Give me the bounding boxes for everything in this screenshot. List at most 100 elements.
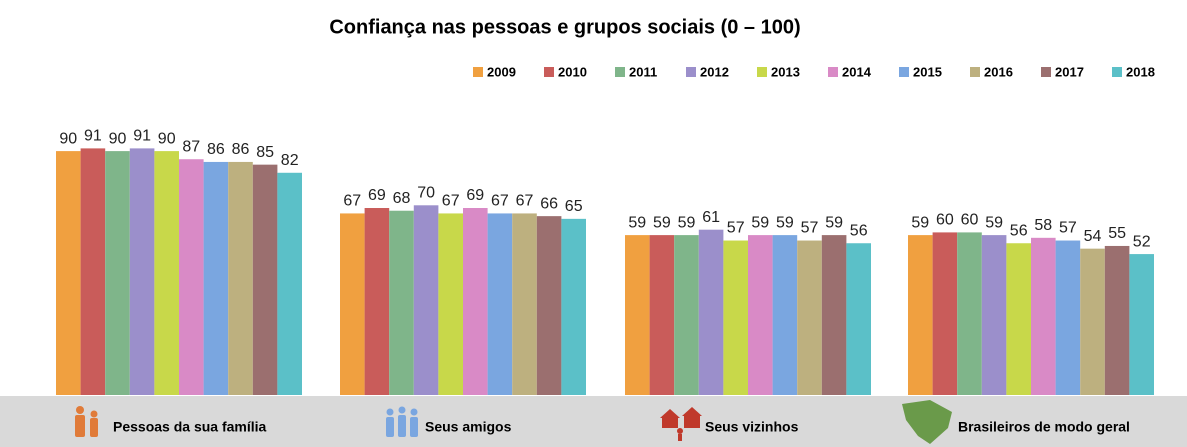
bar	[487, 213, 513, 395]
data-label: 56	[850, 222, 868, 239]
data-label: 87	[182, 138, 200, 155]
bar	[698, 229, 724, 395]
legend-label: 2013	[771, 64, 800, 79]
bar	[228, 161, 253, 395]
legend-label: 2014	[842, 64, 872, 79]
data-label: 91	[84, 128, 102, 145]
data-label: 59	[653, 214, 671, 231]
chart-title: Confiança nas pessoas e grupos sociais (…	[329, 16, 800, 38]
legend-swatch	[686, 67, 696, 77]
data-label: 90	[109, 130, 127, 147]
icon-family	[75, 406, 98, 437]
data-label: 55	[1108, 225, 1126, 242]
bar	[625, 235, 650, 395]
data-label: 59	[776, 214, 794, 231]
legend-swatch	[828, 67, 838, 77]
data-label: 85	[256, 144, 274, 161]
bar	[1104, 245, 1130, 395]
data-label: 67	[442, 193, 460, 210]
bar	[748, 235, 773, 395]
legend-swatch	[970, 67, 980, 77]
bar	[981, 235, 1007, 395]
legend-label: 2010	[558, 64, 587, 79]
bar	[203, 161, 229, 395]
bar	[252, 164, 278, 395]
data-label: 67	[343, 193, 361, 210]
category-label: Brasileiros de modo geral	[958, 419, 1130, 435]
bar	[723, 240, 748, 395]
bar	[1031, 237, 1056, 395]
data-label: 56	[1010, 222, 1028, 239]
data-label: 57	[727, 220, 745, 237]
legend-label: 2011	[629, 64, 657, 79]
bar	[438, 213, 463, 395]
data-label: 90	[59, 130, 77, 147]
bar	[649, 235, 675, 395]
data-label: 67	[491, 193, 509, 210]
legend-swatch	[757, 67, 767, 77]
data-label: 66	[540, 195, 558, 212]
bar	[674, 235, 699, 395]
bar	[772, 235, 798, 395]
data-label: 67	[516, 193, 534, 210]
bar	[1055, 240, 1081, 395]
legend-swatch	[544, 67, 554, 77]
legend-label: 2017	[1055, 64, 1084, 79]
icon-neighbors	[660, 407, 702, 441]
icon-friends	[386, 406, 418, 437]
data-label: 59	[985, 214, 1003, 231]
data-label: 86	[207, 141, 225, 158]
bar	[413, 205, 439, 395]
bar	[1129, 254, 1154, 395]
bar	[277, 172, 302, 395]
bar	[1080, 248, 1105, 395]
bar	[129, 148, 155, 395]
legend-swatch	[473, 67, 483, 77]
data-label: 57	[801, 220, 819, 237]
data-label: 52	[1133, 233, 1151, 250]
legend-label: 2015	[913, 64, 942, 79]
data-label: 59	[678, 214, 696, 231]
data-label: 91	[133, 128, 151, 145]
bar	[957, 232, 982, 395]
legend-label: 2018	[1126, 64, 1155, 79]
legend-swatch	[1112, 67, 1122, 77]
bar	[463, 208, 488, 395]
legend-label: 2016	[984, 64, 1013, 79]
bar	[846, 243, 871, 395]
legend-swatch	[899, 67, 909, 77]
bar	[154, 151, 179, 395]
data-label: 90	[158, 130, 176, 147]
data-label: 68	[393, 190, 411, 207]
category-label: Seus amigos	[425, 419, 512, 435]
bar	[389, 210, 414, 395]
category-label: Pessoas da sua família	[113, 419, 267, 435]
bar	[340, 213, 365, 395]
bar	[80, 148, 106, 395]
data-label: 54	[1084, 228, 1102, 245]
data-label: 61	[702, 209, 720, 226]
bar	[56, 151, 81, 395]
data-label: 69	[368, 187, 386, 204]
data-label: 57	[1059, 220, 1077, 237]
data-label: 65	[565, 198, 583, 215]
data-label: 59	[628, 214, 646, 231]
legend-swatch	[615, 67, 625, 77]
bar	[908, 235, 933, 395]
legend-label: 2009	[487, 64, 516, 79]
legend-label: 2012	[700, 64, 729, 79]
bar	[364, 208, 390, 395]
bar	[932, 232, 958, 395]
bar	[179, 159, 204, 395]
data-label: 60	[961, 212, 979, 229]
data-label: 82	[281, 152, 299, 169]
legend-swatch	[1041, 67, 1051, 77]
bar	[536, 216, 562, 395]
category-label: Seus vizinhos	[705, 419, 799, 435]
bar	[512, 213, 537, 395]
data-label: 58	[1034, 217, 1052, 234]
category-band	[0, 396, 1187, 447]
data-label: 69	[466, 187, 484, 204]
bar	[105, 151, 130, 395]
